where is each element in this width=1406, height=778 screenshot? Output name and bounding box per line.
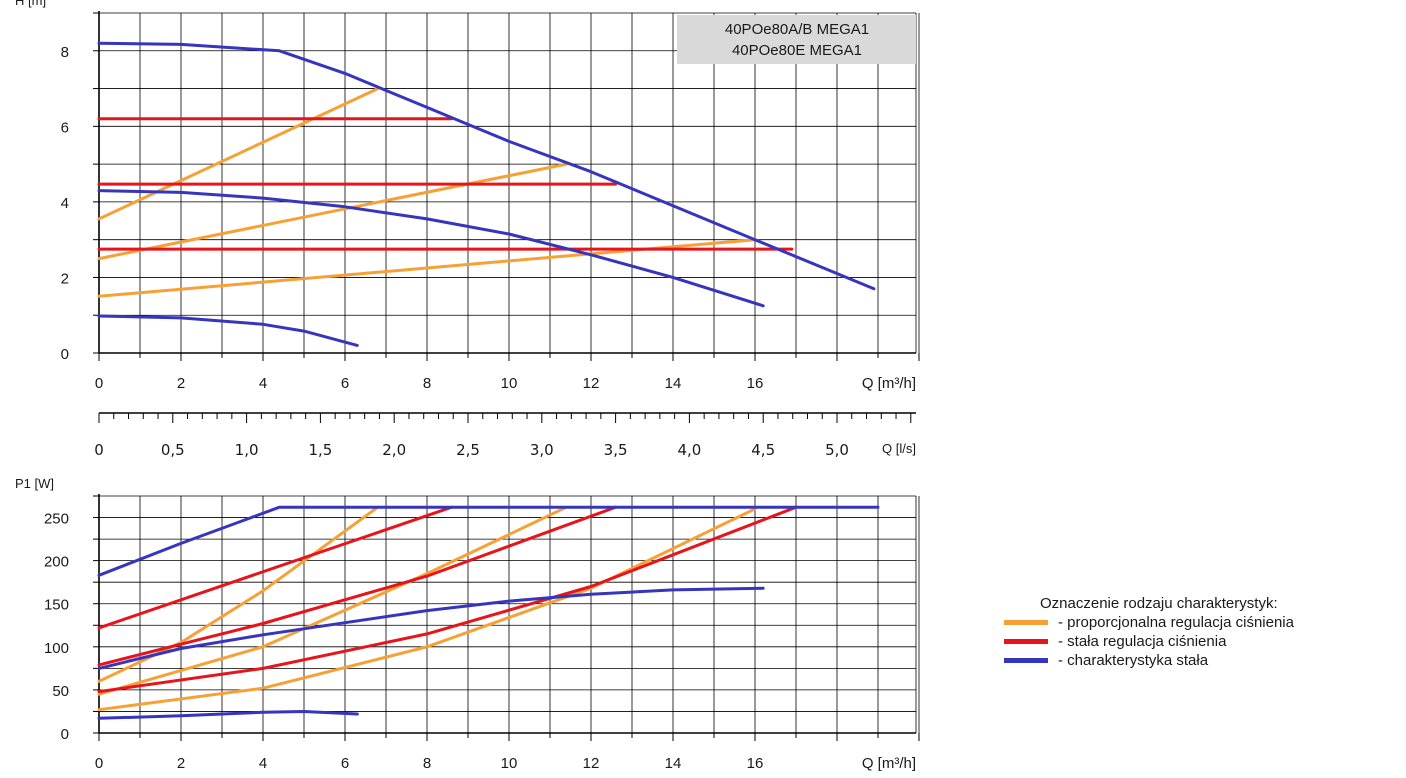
head-y-tick-label: 8 [61,44,69,61]
power-x-tick-label: 12 [583,755,600,772]
power-series-proportional [97,505,568,696]
model-box-background [677,15,916,64]
ls-tick-label: 2,5 [456,441,480,459]
power-x-tick-label: 10 [501,755,518,772]
power-y-tick-label: 250 [44,511,69,528]
head-x-tick-label: 12 [583,375,600,392]
power-x-axis-label: Q [m³/h] [862,755,916,772]
legend-label-fixed: - charakterystyka stała [1058,652,1209,669]
legend-swatch-proportional [1004,620,1048,625]
head-x-tick-label: 8 [423,375,431,392]
head-x-tick-label: 4 [259,375,267,392]
power-y-tick-label: 0 [61,726,69,743]
ls-tick-label: 4,0 [677,441,701,459]
power-y-axis-label: P1 [W] [15,476,54,491]
power-x-tick-label: 16 [747,755,764,772]
model-line-2: 40POe80E MEGA1 [732,42,862,59]
model-box: 40POe80A/B MEGA1 40POe80E MEGA1 [677,15,916,64]
power-x-tick-label: 8 [423,755,431,772]
ls-tick-label: 1,5 [308,441,332,459]
ls-tick-label: 2,0 [382,441,406,459]
power-y-tick-label: 150 [44,597,69,614]
power-x-tick-label: 4 [259,755,267,772]
power-series-fixed [97,505,880,577]
legend-item-constant: - stała regulacja ciśnienia [1002,632,1402,651]
power-x-tick-label: 14 [665,755,682,772]
head-chart: 0 2 4 6 8 10 12 14 16 Q [m³/h] 0 2 4 6 8 H [m] [15,0,920,392]
legend-label-constant: - stała regulacja ciśnienia [1058,633,1227,650]
power-series-constant [97,505,798,694]
head-series-fixed [97,41,876,291]
head-series-fixed [97,314,359,347]
power-y-tick-label: 100 [44,640,69,657]
ls-axis-label: Q [l/s] [882,441,916,456]
legend: Oznaczenie rodzaju charakterystyk: - pro… [1002,594,1402,670]
head-y-tick-label: 4 [61,195,69,212]
head-x-axis-label: Q [m³/h] [862,375,916,392]
legend-label-proportional: - proporcjonalna regulacja ciśnienia [1058,614,1294,631]
head-x-tick-label: 6 [341,375,349,392]
head-y-tick-label: 6 [61,119,69,136]
head-y-tick-label: 2 [61,270,69,287]
head-x-tick-label: 2 [177,375,185,392]
head-series-proportional [97,162,568,261]
power-x-tick-label: 0 [95,755,103,772]
power-series-proportional [97,505,380,683]
head-y-tick-label: 0 [61,346,69,363]
power-series-fixed [97,710,359,720]
head-series-proportional [97,87,380,221]
ls-tick-label: 3,5 [604,441,628,459]
head-x-tick-label: 16 [747,375,764,392]
power-y-tick-label: 200 [44,554,69,571]
legend-item-fixed: - charakterystyka stała [1002,651,1402,670]
ls-tick-label: 3,0 [530,441,554,459]
head-x-tick-label: 0 [95,375,103,392]
head-x-tick-label: 10 [501,375,518,392]
power-series-constant [97,505,454,630]
power-y-tick-label: 50 [52,683,69,700]
legend-title: Oznaczenie rodzaju charakterystyk: [1040,595,1278,612]
head-x-tick-label: 14 [665,375,682,392]
power-x-tick-label: 2 [177,755,185,772]
power-series-fixed [97,586,765,670]
ls-tick-label: 4,5 [751,441,775,459]
power-series-constant [97,505,618,667]
head-y-axis-label: H [m] [15,0,46,8]
legend-swatch-fixed [1004,658,1048,663]
head-series-fixed [97,189,765,308]
ls-tick-label: 0,5 [161,441,185,459]
power-x-tick-label: 6 [341,755,349,772]
legend-swatch-constant [1004,639,1048,644]
ls-tick-label: 5,0 [825,441,849,459]
legend-item-proportional: - proporcjonalna regulacja ciśnienia [1002,613,1402,632]
power-series-proportional [97,507,757,712]
ls-tick-label: 1,0 [235,441,259,459]
ls-tick-label: 0 [94,441,104,459]
model-line-1: 40POe80A/B MEGA1 [725,21,869,38]
power-chart: 0 2 4 6 8 10 12 14 16 Q [m³/h] 0 50 100 150 200 250 P1 [… [15,476,920,772]
flow-ls-axis: 0 0,5 1,0 1,5 2,0 2,5 3,0 3,5 4,0 4,5 5,0 Q [l/s] [94,412,916,459]
